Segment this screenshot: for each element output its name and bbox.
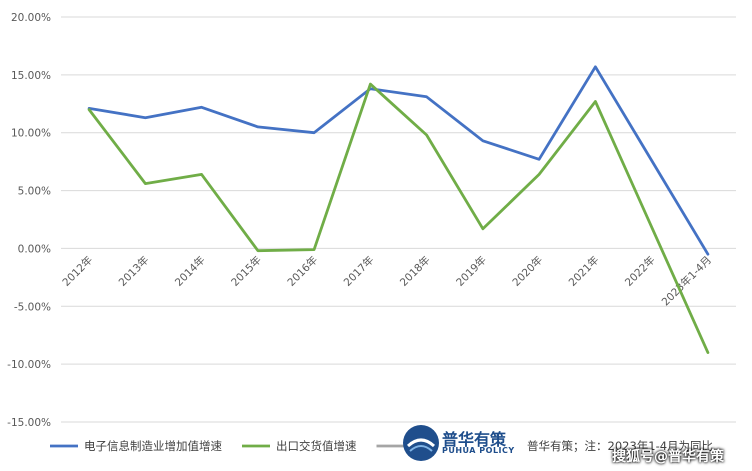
logo-text-en: PUHUA POLICY	[442, 446, 515, 455]
series-lines	[87, 65, 710, 355]
y-tick-label: 15.00%	[11, 70, 51, 82]
y-tick-label: 5.00%	[18, 186, 51, 198]
x-tick-label: 2022年	[622, 253, 658, 289]
y-tick-label: -5.00%	[14, 301, 51, 313]
x-tick-label: 2020年	[510, 253, 546, 289]
series-line	[87, 65, 710, 256]
y-tick-label: 10.00%	[11, 128, 51, 140]
x-tick-label: 2016年	[285, 253, 321, 289]
y-tick-label: 20.00%	[11, 12, 51, 24]
y-tick-label: 0.00%	[18, 243, 51, 255]
x-tick-label: 2017年	[341, 253, 377, 289]
x-tick-label: 2012年	[60, 253, 96, 289]
legend-label: 出口交货值增速	[276, 439, 357, 453]
x-axis-ticks: 2012年 2013年 2014年 2015年 2016年 2017年 2018年 2019年…	[60, 253, 714, 308]
y-tick-label: -15.00%	[7, 417, 51, 429]
x-tick-label: 2021年	[566, 253, 602, 289]
x-tick-label: 2015年	[228, 253, 264, 289]
x-tick-label: 2019年	[453, 253, 489, 289]
x-tick-label: 2013年	[116, 253, 152, 289]
y-tick-label: -10.00%	[7, 359, 51, 371]
gridlines	[61, 16, 736, 423]
x-tick-label: 2018年	[397, 253, 433, 289]
source-note: 普华有策；注：2023年1-4月为同比	[527, 439, 713, 453]
y-axis-ticks: -15.00% -10.00% -5.00% 0.00% 5.00% 10.00% 15.0…	[7, 12, 51, 429]
watermark: 搜狐号@普华有策	[612, 449, 724, 465]
series-line	[87, 82, 710, 355]
logo-text-cn: 普华有策	[442, 430, 507, 449]
legend-label: 电子信息制造业增加值增速	[84, 439, 222, 453]
puhua-logo: 普华有策 PUHUA POLICY	[402, 424, 524, 462]
x-tick-label: 2014年	[172, 253, 208, 289]
